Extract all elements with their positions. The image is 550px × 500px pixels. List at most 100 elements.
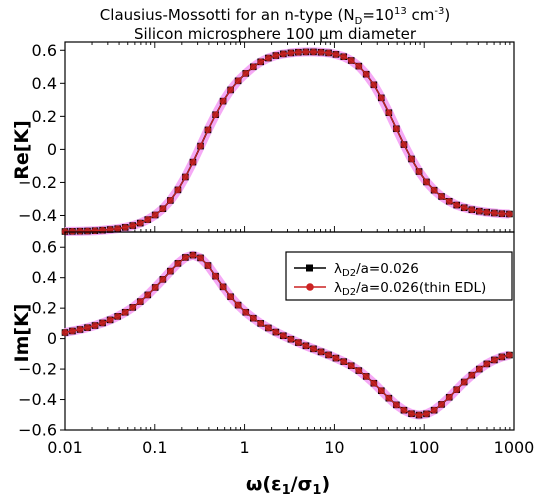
- title-sup-13: 13: [393, 6, 407, 17]
- series-2-point: [144, 291, 152, 299]
- series-2-point: [204, 262, 212, 269]
- series-2-point: [415, 411, 423, 419]
- series-halo-re: [64, 47, 510, 236]
- series-2-point: [136, 219, 144, 227]
- title-sup-3: -3: [434, 6, 445, 17]
- x-tick-label: 10: [324, 438, 344, 457]
- title-text-b: =10: [362, 6, 394, 24]
- series-2-point: [423, 178, 430, 186]
- series-2-point: [265, 324, 272, 332]
- series-2-point: [91, 227, 99, 234]
- y-axis-label-im: Im[K]: [11, 304, 33, 363]
- series-2-point: [460, 204, 468, 212]
- legend-marker-2: [306, 283, 314, 291]
- series-2-point: [197, 254, 204, 262]
- series-2-point: [340, 53, 348, 61]
- y-tick-label-im: 0.4: [32, 268, 57, 287]
- series-2-point: [189, 251, 197, 259]
- series-2-point: [295, 48, 302, 56]
- series-2-point: [189, 158, 197, 166]
- series-2-point: [415, 168, 423, 175]
- series-2-point: [498, 210, 506, 217]
- series-2-point: [265, 54, 272, 62]
- legend-label-2: λD2/a=0.026(thin EDL): [334, 280, 486, 298]
- title-text-c: cm: [406, 6, 435, 24]
- series-2-point: [287, 49, 295, 57]
- series-2-point: [242, 308, 250, 316]
- series-2-point: [453, 386, 460, 393]
- y-axis-label-re: Re[K]: [11, 120, 33, 180]
- series-2-point: [460, 378, 468, 386]
- series-2-point: [84, 227, 91, 235]
- y-tick-label-re: 0.4: [32, 74, 57, 93]
- series-2-point: [174, 260, 182, 267]
- series-2-point: [506, 351, 513, 359]
- series-2-point: [491, 209, 498, 217]
- series-2-point: [99, 319, 106, 327]
- series-2-point: [317, 48, 325, 56]
- series-2-point: [310, 48, 317, 56]
- series-2-point: [445, 197, 453, 205]
- y-tick-label-im: −0.4: [18, 390, 57, 409]
- series-2-point: [76, 326, 84, 333]
- series-2-point: [295, 339, 302, 346]
- series-2-point: [212, 272, 219, 280]
- series-2-point: [242, 70, 250, 77]
- x-tick-label: 100: [409, 438, 440, 457]
- series-2-point: [355, 62, 363, 70]
- x-tick-label: 1: [240, 438, 250, 457]
- series-2-point: [370, 81, 378, 89]
- series-2-point: [197, 142, 204, 150]
- series-2-point: [378, 387, 385, 395]
- series-2-point: [506, 210, 513, 218]
- series-2-point: [408, 410, 415, 418]
- series-2-point: [310, 345, 317, 353]
- series-2-point: [483, 360, 491, 368]
- series-2-point: [347, 57, 355, 64]
- title-text-d: ): [444, 6, 451, 24]
- series-2-point: [393, 125, 400, 133]
- title-sub-d: D: [354, 16, 363, 27]
- y-tick-label-im: −0.6: [18, 421, 57, 440]
- series-2-point: [250, 63, 257, 71]
- series-2-point: [453, 201, 460, 209]
- y-tick-label-re: −0.4: [18, 206, 57, 225]
- series-2-point: [227, 293, 234, 301]
- series-2-point: [129, 304, 137, 311]
- series-2-point: [287, 335, 295, 343]
- series-2-point: [114, 225, 121, 232]
- series-2-point: [69, 228, 76, 235]
- series-line-1-re: [64, 51, 510, 233]
- y-tick-label-re: 0.6: [32, 41, 57, 60]
- series-2-point: [212, 111, 219, 118]
- series-2-point: [182, 254, 189, 261]
- series-2-point: [219, 97, 227, 105]
- series-2-point: [106, 226, 114, 233]
- series-2-point: [370, 379, 378, 387]
- series-2-point: [129, 222, 137, 229]
- series-2-point: [174, 186, 182, 194]
- series-2-point: [491, 356, 498, 364]
- series-2-point: [136, 298, 144, 305]
- series-2-point: [378, 94, 385, 102]
- series-2-point: [272, 328, 280, 336]
- title-text-a: Clausius-Mossotti for an n-type (N: [99, 6, 355, 24]
- series-2-point: [408, 155, 415, 163]
- series-2-point: [234, 301, 242, 309]
- series-2-point: [385, 394, 393, 402]
- series-2-point: [151, 211, 159, 219]
- y-tick-label-im: −0.2: [18, 360, 57, 379]
- series-2-point: [325, 351, 332, 359]
- y-tick-label-im: 0: [47, 329, 57, 348]
- x-tick-label: 1000: [494, 438, 535, 457]
- series-2-point: [250, 314, 257, 322]
- series-2-point: [468, 371, 476, 379]
- series-2-point: [400, 141, 408, 148]
- series-2-point: [159, 276, 167, 283]
- series-2-point: [430, 186, 438, 194]
- series-2-point: [423, 410, 430, 418]
- series-2-point: [84, 324, 91, 331]
- y-tick-label-im: 0.6: [32, 238, 57, 257]
- series-2-point: [121, 224, 129, 231]
